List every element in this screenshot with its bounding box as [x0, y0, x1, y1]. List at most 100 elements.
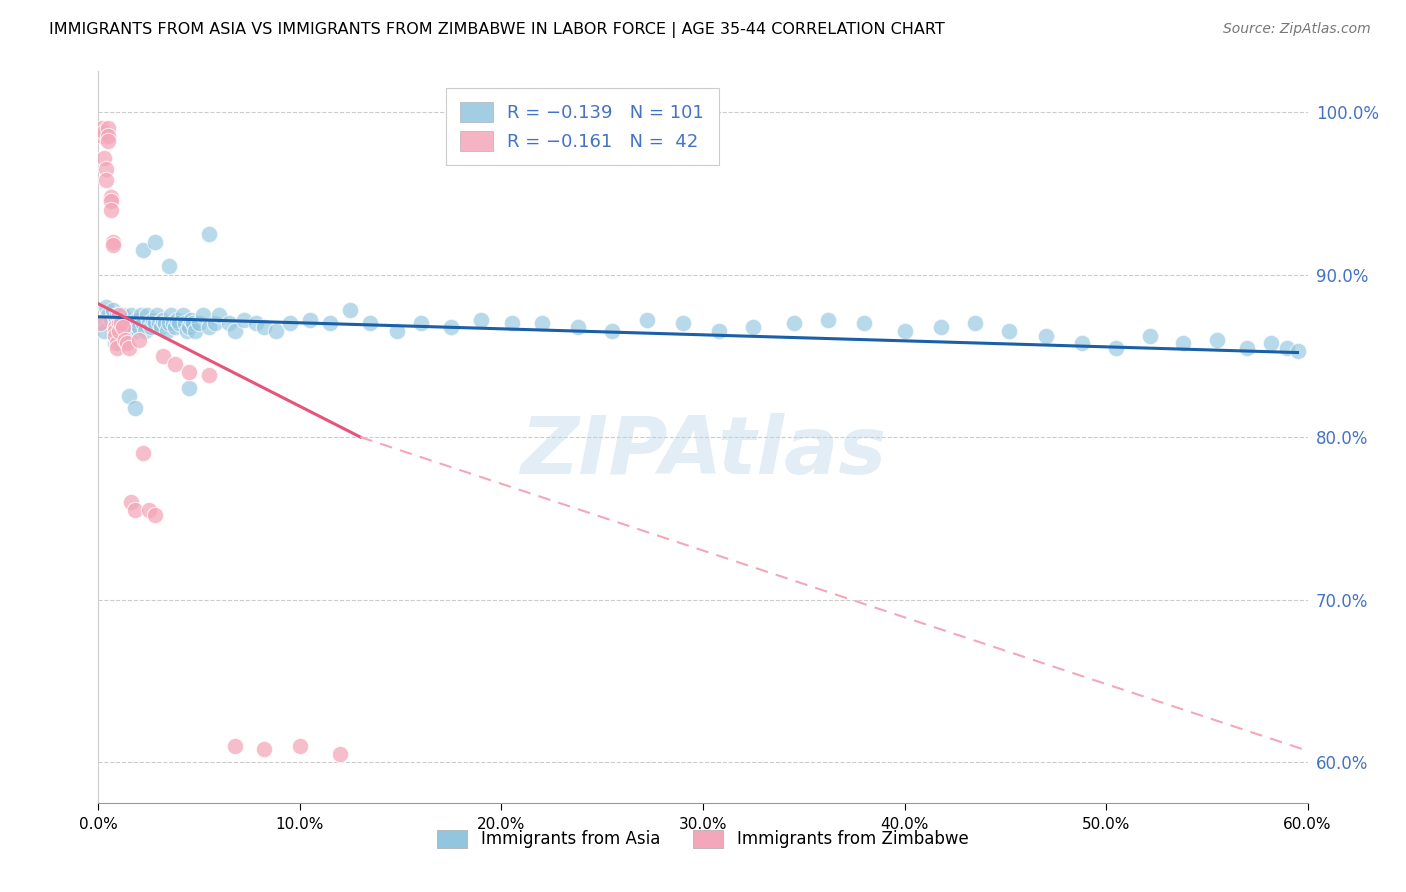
Point: [105, 335, 128, 350]
Point: [253, 319, 276, 334]
Point: [110, 313, 132, 327]
Point: [107, 325, 129, 339]
Point: [179, 319, 201, 334]
Point: [148, 316, 170, 330]
Point: [742, 319, 765, 334]
Point: [929, 319, 952, 334]
Point: [224, 325, 246, 339]
Point: [97, 308, 120, 322]
Point: [139, 319, 162, 334]
Point: [232, 313, 254, 327]
Point: [893, 325, 915, 339]
Point: [198, 368, 221, 383]
Point: [100, 194, 122, 209]
Point: [97, 121, 120, 136]
Point: [96, 161, 118, 176]
Point: [567, 319, 589, 334]
Point: [143, 235, 166, 249]
Point: [184, 325, 207, 339]
Point: [132, 446, 155, 460]
Point: [470, 313, 492, 327]
Point: [179, 381, 201, 395]
Point: [672, 316, 695, 330]
Point: [91, 316, 114, 330]
Point: [107, 308, 129, 322]
Point: [198, 319, 221, 334]
Point: [107, 316, 129, 330]
Point: [817, 313, 839, 327]
Point: [163, 319, 186, 334]
Point: [179, 365, 201, 379]
Point: [101, 303, 124, 318]
Point: [115, 335, 138, 350]
Point: [114, 333, 136, 347]
Point: [103, 316, 125, 330]
Point: [96, 300, 118, 314]
Point: [636, 313, 658, 327]
Point: [409, 316, 432, 330]
Point: [101, 235, 124, 249]
Point: [124, 325, 146, 339]
Point: [135, 308, 157, 322]
Point: [129, 308, 152, 322]
Point: [124, 401, 146, 415]
Point: [103, 329, 125, 343]
Point: [782, 316, 804, 330]
Point: [1206, 333, 1229, 347]
Point: [299, 313, 322, 327]
Point: [1286, 343, 1309, 358]
Point: [167, 316, 190, 330]
Point: [93, 124, 115, 138]
Point: [1035, 329, 1057, 343]
Text: ZIPAtlas: ZIPAtlas: [520, 413, 886, 491]
Point: [193, 308, 215, 322]
Point: [965, 316, 987, 330]
Point: [105, 341, 128, 355]
Point: [501, 316, 523, 330]
Point: [153, 316, 176, 330]
Point: [91, 121, 114, 136]
Point: [120, 495, 142, 509]
Point: [1236, 341, 1258, 355]
Point: [707, 325, 730, 339]
Point: [224, 739, 246, 753]
Point: [174, 316, 197, 330]
Point: [853, 316, 876, 330]
Point: [100, 202, 122, 217]
Point: [188, 316, 211, 330]
Point: [132, 243, 155, 257]
Point: [103, 335, 125, 350]
Point: [143, 508, 166, 522]
Point: [157, 316, 180, 330]
Point: [385, 325, 408, 339]
Point: [124, 503, 146, 517]
Text: Source: ZipAtlas.com: Source: ZipAtlas.com: [1223, 22, 1371, 37]
Point: [149, 319, 172, 334]
Point: [440, 319, 463, 334]
Point: [89, 316, 111, 330]
Point: [530, 316, 553, 330]
Point: [93, 325, 115, 339]
Legend: Immigrants from Asia, Immigrants from Zimbabwe: Immigrants from Asia, Immigrants from Zi…: [429, 822, 977, 856]
Point: [152, 313, 174, 327]
Point: [118, 389, 141, 403]
Point: [111, 319, 134, 334]
Point: [118, 341, 141, 355]
Point: [143, 316, 166, 330]
Point: [132, 316, 155, 330]
Point: [253, 742, 276, 756]
Point: [329, 747, 352, 761]
Point: [360, 316, 382, 330]
Point: [100, 313, 122, 327]
Point: [93, 151, 115, 165]
Text: IMMIGRANTS FROM ASIA VS IMMIGRANTS FROM ZIMBABWE IN LABOR FORCE | AGE 35-44 CORR: IMMIGRANTS FROM ASIA VS IMMIGRANTS FROM …: [49, 22, 945, 38]
Point: [103, 325, 125, 339]
Point: [162, 316, 184, 330]
Point: [121, 316, 143, 330]
Point: [134, 325, 156, 339]
Point: [218, 316, 240, 330]
Point: [160, 308, 183, 322]
Point: [91, 129, 114, 144]
Point: [278, 316, 301, 330]
Point: [105, 308, 128, 322]
